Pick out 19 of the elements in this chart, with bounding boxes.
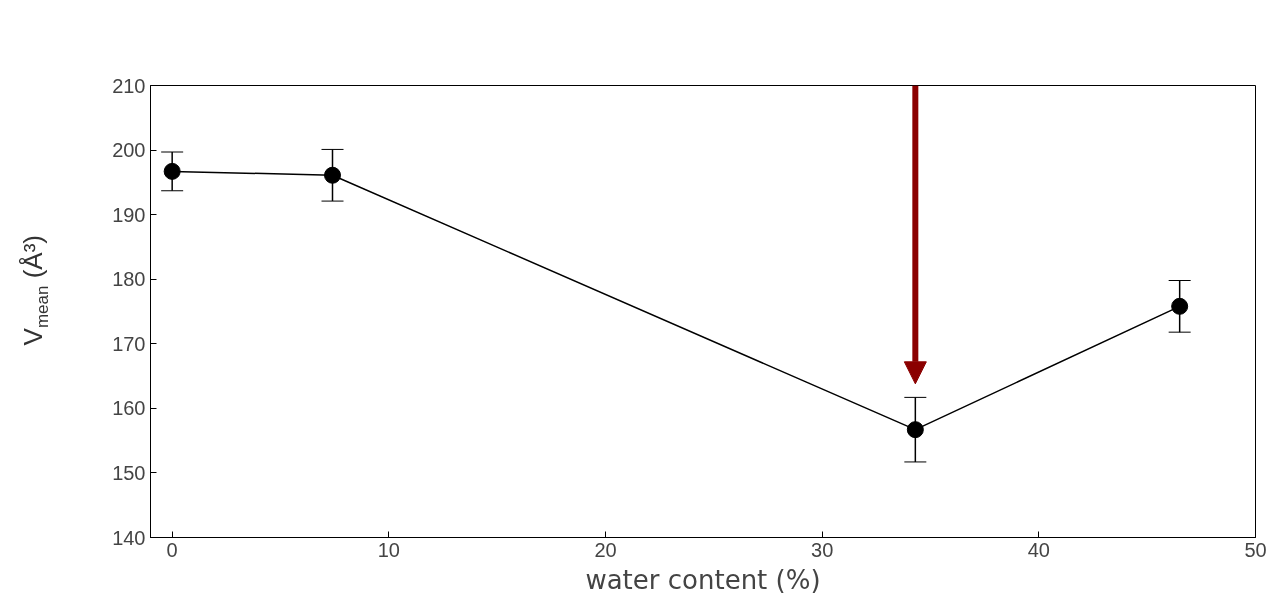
x-tick-label: 30 (811, 538, 834, 561)
y-tick-label: 170 (112, 332, 146, 355)
point (1171, 297, 1189, 315)
y-tick-label: 160 (112, 397, 146, 420)
x-tick-label: 0 (166, 538, 178, 561)
x-tick-label: 50 (1244, 538, 1267, 561)
point (324, 166, 341, 184)
y-tick-label: 180 (112, 268, 146, 291)
y-tick-label: 190 (112, 203, 146, 226)
y-tick-label: 200 (112, 139, 146, 162)
x-tick-label: 40 (1027, 538, 1050, 561)
y-tick-label: 210 (112, 74, 146, 97)
x-tick-label: 10 (377, 538, 400, 561)
point (163, 162, 181, 180)
x-tick-label: 20 (594, 538, 617, 561)
y-tick-label: 150 (112, 461, 146, 484)
x-axis-title: water content (%) (585, 564, 821, 595)
point (906, 421, 924, 439)
y-tick-label: 140 (112, 526, 146, 549)
